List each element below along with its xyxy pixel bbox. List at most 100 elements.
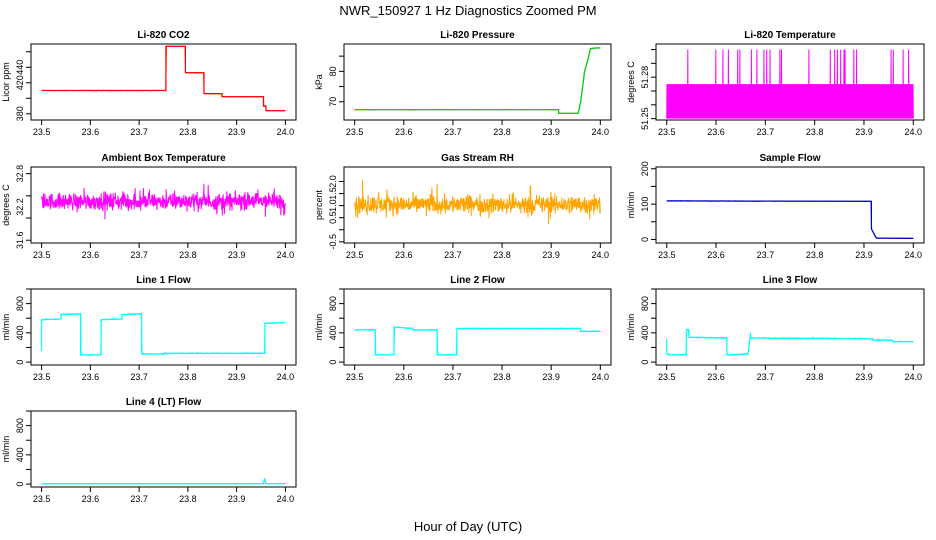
- y-tick-label: 80: [328, 66, 338, 76]
- figure-title: NWR_150927 1 Hz Diagnostics Zoomed PM: [339, 3, 596, 18]
- y-tick-label: 800: [15, 418, 25, 433]
- series-trace-line3: [666, 329, 914, 357]
- x-tick-label: 23.8: [179, 372, 197, 382]
- x-tick-label: 23.6: [707, 250, 725, 260]
- plot-frame: [30, 410, 297, 488]
- x-tick-label: 24.0: [905, 250, 923, 260]
- x-tick-label: 24.0: [277, 250, 295, 260]
- x-tick-label: 23.5: [33, 372, 51, 382]
- y-tick-label: 0: [640, 237, 650, 242]
- y-tick-label: 400: [15, 447, 25, 462]
- x-tick-label: 23.7: [130, 494, 148, 504]
- y-axis-label: ml/min: [1, 314, 11, 341]
- x-tick-label: 24.0: [592, 250, 610, 260]
- x-tick-label: 23.9: [228, 127, 246, 137]
- x-tick-label: 23.5: [658, 250, 676, 260]
- y-tick-label: 0: [328, 360, 338, 365]
- x-tick-label: 23.5: [658, 372, 676, 382]
- x-tick-label: 23.8: [493, 127, 511, 137]
- series-line-line2: [354, 326, 601, 356]
- series-group: [41, 477, 286, 485]
- plot-frame: [30, 288, 297, 366]
- x-tick-label: 23.6: [395, 372, 413, 382]
- x-tick-label: 23.5: [346, 127, 364, 137]
- y-tick-label: 70: [328, 97, 338, 107]
- series-line-co2: [41, 45, 286, 112]
- series-group: [41, 183, 286, 220]
- x-tick-label: 23.5: [658, 127, 676, 137]
- y-tick-label: 440: [15, 60, 25, 75]
- panel-title: Line 1 Flow: [136, 275, 191, 286]
- x-tick-label: 23.9: [855, 250, 873, 260]
- y-axis-label: degrees C: [626, 61, 636, 103]
- panel-title: Line 2 Flow: [450, 275, 505, 286]
- y-axis-label: ml/min: [626, 192, 636, 219]
- plot-frame: [343, 43, 612, 121]
- y-tick-label: 100: [640, 197, 650, 212]
- y-tick-label: 1.0: [328, 199, 338, 212]
- y-axis-label: ml/min: [314, 314, 324, 341]
- x-tick-label: 23.7: [444, 250, 462, 260]
- y-tick-label: 51.28: [640, 66, 650, 89]
- panel-title: Gas Stream RH: [441, 153, 514, 164]
- series-group: [354, 179, 601, 225]
- y-tick-label: 0: [640, 360, 650, 365]
- x-tick-label: 23.8: [179, 250, 197, 260]
- x-tick-label: 23.9: [228, 250, 246, 260]
- y-tick-label: 380: [15, 106, 25, 121]
- panel-licor_temp: Li-820 Temperature degrees C 23.5 23.6 23.7 2…: [626, 30, 925, 137]
- x-tick-label: 24.0: [277, 127, 295, 137]
- x-tick-label: 23.5: [346, 372, 364, 382]
- x-tick-label: 23.9: [855, 127, 873, 137]
- y-tick-label: 400: [640, 325, 650, 340]
- x-tick-label: 23.9: [542, 372, 560, 382]
- panel-line4: Line 4 (LT) Flow ml/min 23.5 23.6 23.7 23.8 23…: [1, 397, 297, 504]
- x-tick-label: 23.7: [444, 127, 462, 137]
- plot-frame: [655, 166, 925, 244]
- x-tick-label: 24.0: [905, 372, 923, 382]
- x-tick-label: 23.8: [493, 372, 511, 382]
- y-axis-label: degrees C: [1, 184, 11, 226]
- panel-title: Li-820 Pressure: [440, 30, 515, 41]
- panel-line2: Line 2 Flow ml/min 23.5 23.6 23.7 23.8 23.9 24.…: [314, 275, 612, 382]
- panel-line1: Line 1 Flow ml/min 23.5 23.6 23.7 23.8 23.9 24.…: [1, 275, 297, 382]
- panels-group: Li-820 CO2 Licor ppm 23.5 23.6 23.7 23.8 23.9 2…: [1, 30, 925, 504]
- x-tick-label: 23.6: [82, 372, 100, 382]
- y-tick-label: 51.25: [640, 107, 650, 130]
- series-trace-co2: [41, 45, 286, 112]
- x-tick-label: 23.8: [179, 494, 197, 504]
- x-tick-label: 23.6: [82, 127, 100, 137]
- x-tick-label: 23.8: [493, 250, 511, 260]
- series-group: [41, 312, 286, 357]
- x-tick-label: 24.0: [277, 494, 295, 504]
- series-trace-licor_temp: [666, 49, 914, 119]
- x-tick-label: 23.6: [707, 372, 725, 382]
- panel-title: Sample Flow: [759, 153, 820, 164]
- series-trace-line1: [41, 312, 286, 357]
- series-group: [354, 47, 601, 115]
- x-tick-label: 23.7: [130, 372, 148, 382]
- x-tick-label: 23.6: [82, 494, 100, 504]
- y-axis-label: percent: [314, 189, 324, 220]
- x-tick-label: 23.8: [179, 127, 197, 137]
- x-tick-label: 24.0: [277, 372, 295, 382]
- x-tick-label: 23.7: [757, 127, 775, 137]
- series-line-line4: [41, 477, 286, 485]
- y-tick-label: 32.8: [15, 165, 25, 183]
- panel-line3: Line 3 Flow ml/min 23.5 23.6 23.7 23.8 23.9 24.…: [626, 275, 925, 382]
- x-tick-label: 24.0: [905, 127, 923, 137]
- series-trace-rh: [354, 179, 601, 225]
- x-tick-label: 23.7: [444, 372, 462, 382]
- series-line-sample_flow: [666, 200, 914, 239]
- y-tick-label: 400: [328, 325, 338, 340]
- series-group: [354, 326, 601, 356]
- panel-title: Li-820 Temperature: [744, 30, 836, 41]
- panel-sample_flow: Sample Flow ml/min 23.5 23.6 23.7 23.8 23.9 24.…: [626, 153, 925, 260]
- x-tick-label: 23.6: [82, 250, 100, 260]
- y-tick-label: 800: [15, 296, 25, 311]
- x-tick-label: 23.7: [757, 250, 775, 260]
- y-tick-label: 0: [15, 482, 25, 487]
- x-tick-label: 23.8: [806, 250, 824, 260]
- plot-frame: [655, 43, 925, 121]
- plot-frame: [30, 166, 297, 244]
